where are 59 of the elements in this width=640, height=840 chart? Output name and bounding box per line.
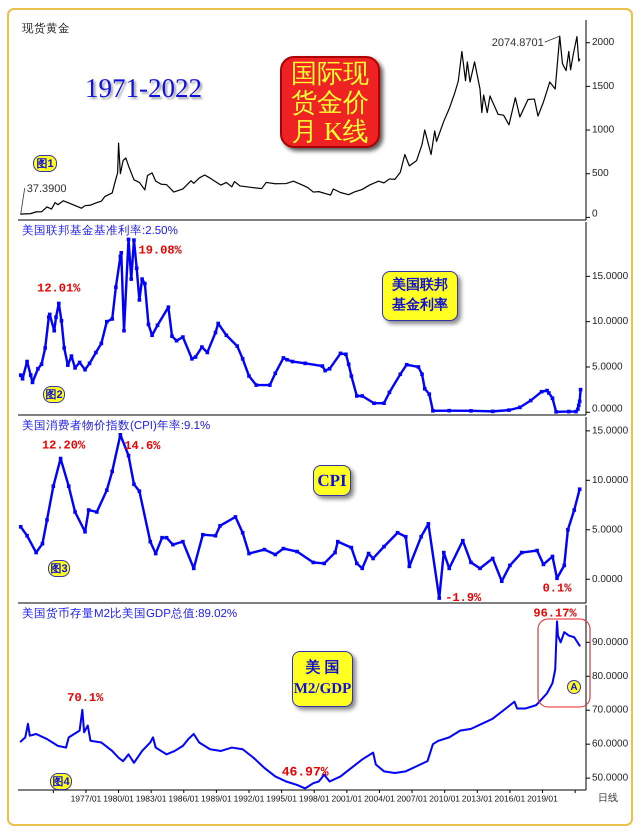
y-tick-label: 0 <box>592 208 598 220</box>
x-tick-label: 2004/01 <box>364 794 396 804</box>
chart-title: 美国消费者物价指数(CPI)年率:9.1% <box>22 418 210 432</box>
annotation: 国际现货金价月 K线 <box>280 56 380 148</box>
annotation: 图3 <box>48 560 70 577</box>
annotation: 96.17% <box>533 606 578 620</box>
y-tick-label: 15.0000 <box>592 425 629 436</box>
y-tick-label: 0.0000 <box>592 574 624 585</box>
annotation: 图4 <box>50 773 72 790</box>
x-tick-label: 2016/01 <box>494 794 526 804</box>
y-tick-label: 10.0000 <box>592 474 629 486</box>
annotation: 1971-2022 <box>85 73 202 103</box>
y-tick-label: 60.0000 <box>592 738 629 750</box>
chart-title: 美国联邦基金基准利率:2.50% <box>22 223 178 237</box>
annotation: 46.97% <box>282 764 329 780</box>
annotation: 37.3900 <box>26 183 66 196</box>
y-tick-label: 50.0000 <box>592 772 629 784</box>
annotation: CPI <box>313 465 351 496</box>
y-tick-label: 80.0000 <box>592 670 629 682</box>
x-tick-label: 2019/01 <box>527 794 558 804</box>
annotation: 图2 <box>43 386 65 403</box>
annotation: 图1 <box>33 155 57 172</box>
text: 日线 <box>598 792 618 804</box>
y-tick-label: 15.0000 <box>592 270 629 282</box>
annotation: -1.9% <box>445 591 482 606</box>
chart-title: 美国货币存量M2比美国GDP总值:89.02% <box>22 606 238 620</box>
y-tick-label: 1000 <box>592 124 615 136</box>
y-tick-label: 1500 <box>592 80 615 92</box>
annotation: 12.20% <box>42 438 86 453</box>
y-tick-label: 500 <box>592 168 610 180</box>
annotation: 19.08% <box>138 243 183 258</box>
y-tick-label: 90.0000 <box>592 636 629 648</box>
x-tick-label: 2007/01 <box>396 794 428 804</box>
annotation: 美国联邦基金利率 <box>382 271 458 321</box>
annotation: A <box>567 680 581 694</box>
annotation: 2074.8701 <box>492 37 544 50</box>
annotation: 0.1% <box>542 581 572 596</box>
x-tick-label: 1992/01 <box>234 794 265 804</box>
x-tick-label: 1998/01 <box>298 794 330 804</box>
chart-title: 现货黄金 <box>22 22 70 35</box>
x-tick-label: 2001/01 <box>331 794 362 804</box>
y-tick-label: 10.0000 <box>592 316 629 328</box>
y-tick-label: 0.0000 <box>592 404 624 414</box>
annotation: 14.6% <box>124 438 162 453</box>
y-tick-label: 5.0000 <box>592 524 624 536</box>
x-tick-label: 1995/01 <box>266 794 298 804</box>
y-tick-label: 70.0000 <box>592 704 629 716</box>
annotation: 12.01% <box>37 281 82 296</box>
annotation: 美 国 M2/GDP <box>292 651 353 707</box>
x-tick-label: 2010/01 <box>429 794 460 804</box>
x-tick-label: 1986/01 <box>168 794 200 804</box>
x-tick-label: 1983/01 <box>136 794 167 804</box>
x-tick-label: 1977/01 <box>70 794 102 804</box>
x-tick-label: 2013/01 <box>462 794 493 804</box>
y-tick-label: 5.0000 <box>592 361 624 372</box>
annotation: 70.1% <box>67 690 104 705</box>
x-tick-label: 1980/01 <box>103 794 134 804</box>
x-tick-label: 1989/01 <box>201 794 232 804</box>
y-tick-label: 2000 <box>592 37 615 48</box>
